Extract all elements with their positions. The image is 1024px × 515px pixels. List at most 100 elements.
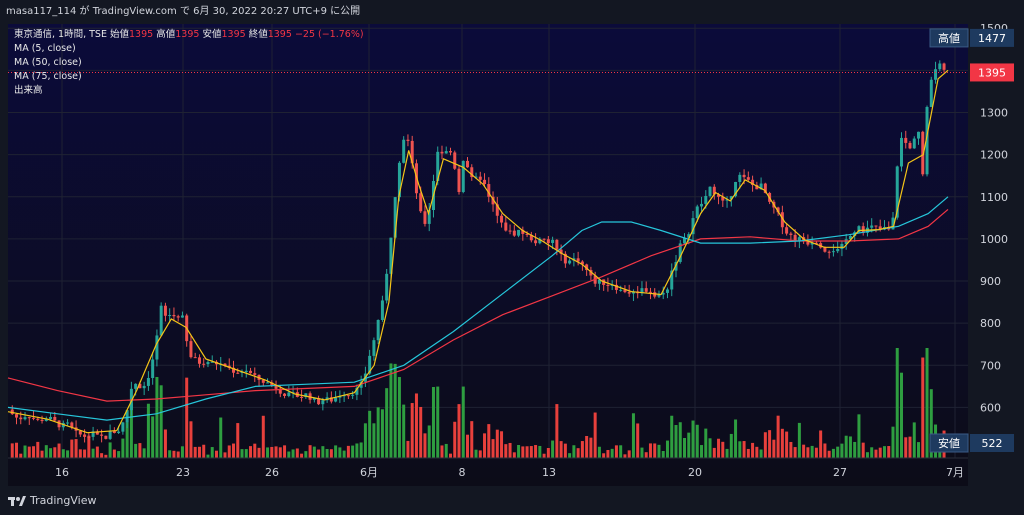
candle-body <box>368 355 372 374</box>
legend-ohlc: 東京通信, 1時間, TSE 始値1395 高値1395 安値1395 終値13… <box>14 29 364 41</box>
volume-bar <box>325 448 329 458</box>
volume-bar <box>508 442 512 458</box>
volume-bar <box>397 377 401 458</box>
volume-bar <box>789 441 793 458</box>
candle-body <box>734 181 738 197</box>
volume-bar <box>236 423 240 458</box>
candle-body <box>938 63 942 70</box>
volume-bar <box>555 404 559 458</box>
candlestick-chart[interactable]: JPY600700800900100011001200130014001500 … <box>0 24 1024 486</box>
volume-bar <box>223 452 227 458</box>
candle-body <box>776 207 780 213</box>
candle-body <box>448 151 452 153</box>
volume-bar <box>180 446 184 458</box>
volume-bar <box>823 443 827 458</box>
volume-bar <box>117 451 121 458</box>
candle-body <box>155 335 159 360</box>
candle-body <box>670 270 674 290</box>
volume-bar <box>355 443 359 458</box>
attribution-text: masa117_114 が TradingView.com で 6月 30, 2… <box>6 6 361 17</box>
candle-body <box>861 226 865 233</box>
legend-ma5[interactable]: MA (5, close) <box>14 43 76 54</box>
volume-bar <box>691 420 695 458</box>
volume-bar <box>74 439 78 458</box>
candle-body <box>687 234 691 238</box>
candle-body <box>346 395 350 397</box>
volume-bar <box>504 444 508 458</box>
candle-body <box>329 397 333 402</box>
last-price-tag <box>970 63 1014 82</box>
volume-bar <box>453 421 457 458</box>
candle-body <box>704 195 708 204</box>
candle-body <box>23 417 27 420</box>
volume-bar <box>232 443 236 458</box>
volume-bar <box>882 446 886 458</box>
volume-bar <box>380 409 384 458</box>
candle-body <box>163 305 167 316</box>
volume-bar <box>551 440 555 458</box>
candle-body <box>517 229 521 236</box>
candle-body <box>202 363 206 365</box>
volume-bar <box>870 447 874 458</box>
candle-body <box>576 258 580 262</box>
volume-bar <box>66 450 70 458</box>
candle-body <box>334 397 338 402</box>
volume-bar <box>797 422 801 458</box>
volume-bar <box>802 444 806 458</box>
candle-body <box>551 239 555 243</box>
candle-body <box>397 162 401 198</box>
candle-body <box>385 273 389 301</box>
candle-body <box>521 229 525 234</box>
candle-body <box>193 357 197 359</box>
y-tick-label: 600 <box>980 401 1001 414</box>
volume-bar <box>146 403 150 458</box>
y-tick-label: 1000 <box>980 233 1008 246</box>
volume-bar <box>810 445 814 458</box>
volume-bar <box>402 404 406 458</box>
candle-body <box>172 314 176 317</box>
candle-body <box>721 196 725 201</box>
candle-body <box>134 383 138 389</box>
volume-bar <box>636 423 640 458</box>
candle-body <box>83 434 87 437</box>
candle-body <box>665 289 669 293</box>
moving-average-lines <box>7 69 949 434</box>
candle-body <box>283 393 287 396</box>
volume-bar <box>321 446 325 458</box>
volume-bar <box>593 412 597 458</box>
volume-bar <box>831 448 835 458</box>
volume-bar <box>389 363 393 458</box>
candle-body <box>321 400 325 405</box>
x-tick-label: 13 <box>542 466 556 479</box>
volume-bar <box>159 385 163 458</box>
volume-bar <box>538 445 542 458</box>
candle-body <box>823 247 827 252</box>
low-value-tag <box>970 434 1014 452</box>
candle-body <box>359 381 363 388</box>
candle-body <box>223 363 227 366</box>
candle-body <box>180 315 184 318</box>
volume-bar <box>393 363 397 458</box>
volume-bar <box>151 416 155 458</box>
candle-body <box>457 168 461 193</box>
candle-body <box>763 183 767 193</box>
candle-body <box>70 422 74 428</box>
candle-body <box>908 142 912 149</box>
time-axis[interactable]: 16 23 26 6月 8 13 20 27 7月 <box>8 457 968 479</box>
legend-ma50[interactable]: MA (50, close) <box>14 57 82 68</box>
volume-bar <box>112 449 116 458</box>
candle-body <box>278 388 282 394</box>
candle-body <box>444 151 448 154</box>
volume-bar <box>95 446 99 458</box>
volume-bar <box>36 441 40 458</box>
volume-bar <box>844 435 848 458</box>
x-tick-label: 20 <box>688 466 702 479</box>
candle-body <box>691 218 695 235</box>
legend-volume[interactable]: 出来高 <box>14 85 43 96</box>
candle-body <box>942 63 946 70</box>
candles <box>10 60 946 443</box>
volume-bar <box>874 449 878 458</box>
volume-bar <box>640 447 644 458</box>
legend-ma75[interactable]: MA (75, close) <box>14 71 82 82</box>
volume-bar <box>168 450 172 458</box>
